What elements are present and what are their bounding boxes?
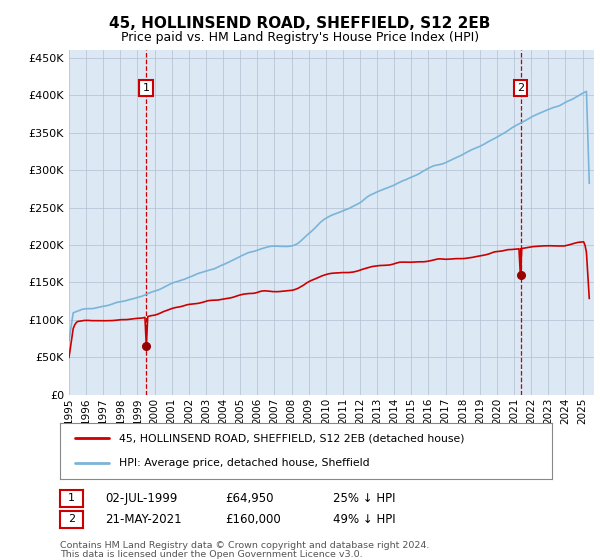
Text: £64,950: £64,950 (225, 492, 274, 505)
Text: 25% ↓ HPI: 25% ↓ HPI (333, 492, 395, 505)
Text: 02-JUL-1999: 02-JUL-1999 (105, 492, 178, 505)
Text: 1: 1 (143, 83, 149, 93)
Text: 1: 1 (68, 493, 75, 503)
Text: This data is licensed under the Open Government Licence v3.0.: This data is licensed under the Open Gov… (60, 550, 362, 559)
Text: Price paid vs. HM Land Registry's House Price Index (HPI): Price paid vs. HM Land Registry's House … (121, 31, 479, 44)
Text: HPI: Average price, detached house, Sheffield: HPI: Average price, detached house, Shef… (119, 458, 370, 468)
Text: 2: 2 (68, 514, 75, 524)
Text: 21-MAY-2021: 21-MAY-2021 (105, 512, 182, 526)
Text: 49% ↓ HPI: 49% ↓ HPI (333, 512, 395, 526)
Text: Contains HM Land Registry data © Crown copyright and database right 2024.: Contains HM Land Registry data © Crown c… (60, 541, 430, 550)
Text: 45, HOLLINSEND ROAD, SHEFFIELD, S12 2EB (detached house): 45, HOLLINSEND ROAD, SHEFFIELD, S12 2EB … (119, 433, 464, 444)
Text: £160,000: £160,000 (225, 512, 281, 526)
Text: 45, HOLLINSEND ROAD, SHEFFIELD, S12 2EB: 45, HOLLINSEND ROAD, SHEFFIELD, S12 2EB (109, 16, 491, 31)
Text: 2: 2 (517, 83, 524, 93)
